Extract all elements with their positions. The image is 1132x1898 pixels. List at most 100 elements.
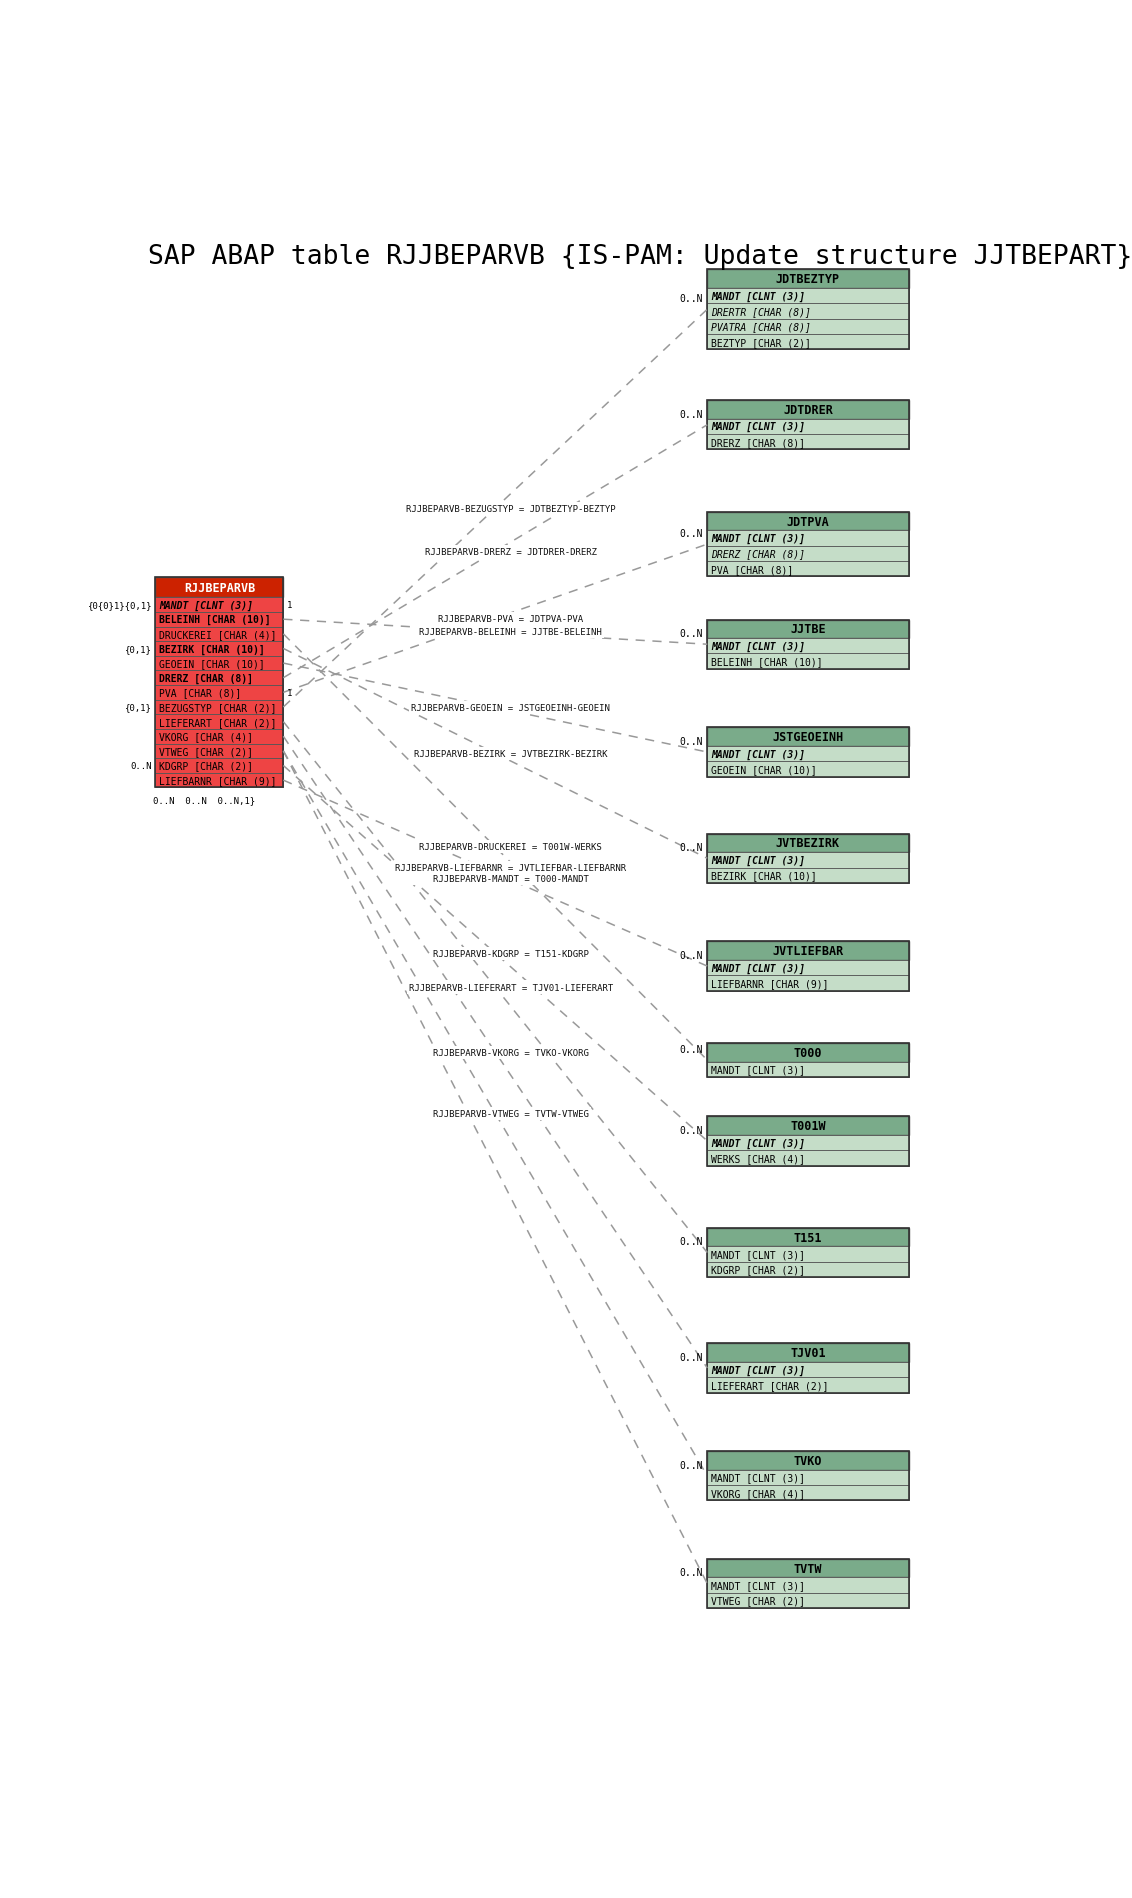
Text: VKORG [CHAR (4)]: VKORG [CHAR (4)] [160, 733, 254, 742]
Text: TJV01: TJV01 [790, 1346, 826, 1359]
Text: T000: T000 [794, 1046, 822, 1059]
Bar [708, 1577, 909, 1592]
Bar [155, 716, 283, 729]
Bar [708, 1378, 909, 1393]
Bar [708, 640, 909, 655]
Bar [155, 700, 283, 716]
Text: MANDT [CLNT (3)]: MANDT [CLNT (3)] [711, 856, 805, 865]
Text: KDGRP [CHAR (2)]: KDGRP [CHAR (2)] [711, 1264, 805, 1275]
Text: VTWEG [CHAR (2)]: VTWEG [CHAR (2)] [711, 1596, 805, 1606]
Text: 0..N: 0..N [679, 530, 703, 539]
Text: DRERZ [CHAR (8)]: DRERZ [CHAR (8)] [160, 674, 254, 683]
Bar [708, 1044, 909, 1078]
Text: BEZUGSTYP [CHAR (2)]: BEZUGSTYP [CHAR (2)] [160, 702, 277, 712]
Text: LIEFERART [CHAR (2)]: LIEFERART [CHAR (2)] [711, 1380, 829, 1389]
Text: JJTBE: JJTBE [790, 623, 826, 636]
Text: RJJBEPARVB-BEZIRK = JVTBEZIRK-BEZIRK: RJJBEPARVB-BEZIRK = JVTBEZIRK-BEZIRK [414, 750, 608, 759]
Bar [708, 867, 909, 883]
Bar [155, 577, 283, 598]
Bar [155, 598, 283, 613]
Bar [708, 1592, 909, 1608]
Bar [708, 729, 909, 746]
Text: JDTDRER: JDTDRER [783, 404, 833, 418]
Bar [708, 512, 909, 577]
Bar [708, 1344, 909, 1393]
Text: RJJBEPARVB-GEOEIN = JSTGEOEINH-GEOEIN: RJJBEPARVB-GEOEIN = JSTGEOEINH-GEOEIN [411, 704, 610, 712]
Text: MANDT [CLNT (3)]: MANDT [CLNT (3)] [711, 1249, 805, 1260]
Bar [155, 685, 283, 700]
Bar [708, 1452, 909, 1501]
Text: 0..N: 0..N [679, 1237, 703, 1247]
Bar [155, 744, 283, 759]
Text: 0..N: 0..N [679, 628, 703, 640]
Text: JDTPVA: JDTPVA [787, 514, 830, 528]
Bar [708, 976, 909, 991]
Text: LIEFBARNR [CHAR (9)]: LIEFBARNR [CHAR (9)] [160, 776, 277, 786]
Text: LIEFERART [CHAR (2)]: LIEFERART [CHAR (2)] [160, 717, 277, 727]
Text: MANDT [CLNT (3)]: MANDT [CLNT (3)] [711, 1581, 805, 1591]
Bar [708, 655, 909, 670]
Bar [708, 1228, 909, 1277]
Bar [708, 1262, 909, 1277]
Text: DRERZ [CHAR (8)]: DRERZ [CHAR (8)] [711, 437, 805, 448]
Bar [155, 729, 283, 744]
Text: 0..N: 0..N [679, 1126, 703, 1135]
Bar [708, 1452, 909, 1469]
Bar [708, 400, 909, 419]
Text: LIEFBARNR [CHAR (9)]: LIEFBARNR [CHAR (9)] [711, 979, 829, 989]
Text: 0..N: 0..N [679, 1044, 703, 1053]
Bar [708, 512, 909, 531]
Text: RJJBEPARVB-BELEINH = JJTBE-BELEINH: RJJBEPARVB-BELEINH = JJTBE-BELEINH [420, 628, 602, 638]
Bar [708, 547, 909, 562]
Text: MANDT [CLNT (3)]: MANDT [CLNT (3)] [160, 600, 254, 611]
Bar [708, 1150, 909, 1165]
Text: TVKO: TVKO [794, 1454, 822, 1467]
Text: 1: 1 [286, 602, 292, 609]
Text: GEOEIN [CHAR (10)]: GEOEIN [CHAR (10)] [711, 765, 817, 774]
Text: VTWEG [CHAR (2)]: VTWEG [CHAR (2)] [160, 746, 254, 757]
Bar [708, 835, 909, 883]
Bar [155, 642, 283, 657]
Bar [708, 746, 909, 761]
Bar [155, 657, 283, 672]
Bar [708, 270, 909, 349]
Text: 0..N: 0..N [679, 410, 703, 419]
Bar [708, 835, 909, 852]
Bar [708, 1063, 909, 1078]
Bar [708, 1135, 909, 1150]
Text: KDGRP [CHAR (2)]: KDGRP [CHAR (2)] [160, 761, 254, 771]
Text: 0..N: 0..N [679, 1351, 703, 1363]
Text: 0..N: 0..N [679, 843, 703, 852]
Bar [708, 334, 909, 349]
Text: BEZTYP [CHAR (2)]: BEZTYP [CHAR (2)] [711, 338, 811, 347]
Bar [708, 1116, 909, 1165]
Bar [708, 941, 909, 991]
Text: MANDT [CLNT (3)]: MANDT [CLNT (3)] [711, 1473, 805, 1482]
Text: RJJBEPARVB: RJJBEPARVB [183, 581, 255, 594]
Text: MANDT [CLNT (3)]: MANDT [CLNT (3)] [711, 533, 805, 543]
Text: WERKS [CHAR (4)]: WERKS [CHAR (4)] [711, 1154, 805, 1163]
Bar [708, 435, 909, 450]
Text: RJJBEPARVB-VTWEG = TVTW-VTWEG: RJJBEPARVB-VTWEG = TVTW-VTWEG [432, 1108, 589, 1118]
Bar [708, 621, 909, 670]
Bar [708, 562, 909, 577]
Bar [708, 1344, 909, 1363]
Bar [708, 531, 909, 547]
Text: BELEINH [CHAR (10)]: BELEINH [CHAR (10)] [160, 615, 271, 624]
Bar [708, 288, 909, 304]
Text: T001W: T001W [790, 1120, 826, 1133]
Bar [708, 1116, 909, 1135]
Text: RJJBEPARVB-VKORG = TVKO-VKORG: RJJBEPARVB-VKORG = TVKO-VKORG [432, 1048, 589, 1057]
Text: 1: 1 [286, 689, 292, 697]
Text: DRUCKEREI [CHAR (4)]: DRUCKEREI [CHAR (4)] [160, 630, 277, 640]
Bar [155, 672, 283, 685]
Bar [155, 613, 283, 626]
Bar [708, 1486, 909, 1501]
Text: PVA [CHAR (8)]: PVA [CHAR (8)] [160, 687, 241, 698]
Text: JSTGEOEINH: JSTGEOEINH [772, 731, 843, 744]
Bar [708, 761, 909, 778]
Bar [708, 400, 909, 450]
Text: 0..N: 0..N [679, 1568, 703, 1577]
Text: JVTBEZIRK: JVTBEZIRK [775, 837, 840, 850]
Text: 0..N: 0..N [679, 1460, 703, 1469]
